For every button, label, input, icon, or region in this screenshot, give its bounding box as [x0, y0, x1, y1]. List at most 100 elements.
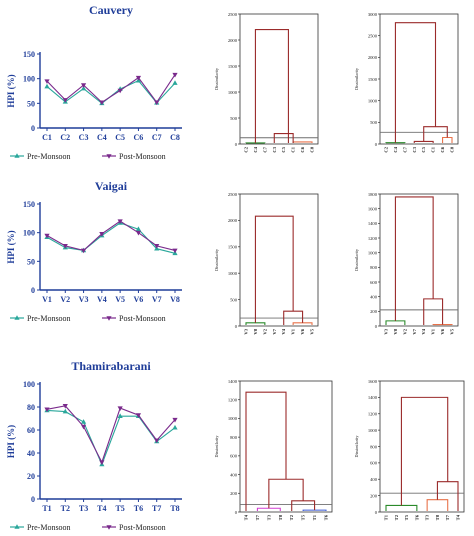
leaf-label: V4	[421, 328, 426, 334]
data-point	[136, 231, 141, 236]
x-tick-label: T4	[97, 504, 106, 513]
leaf-label: V3	[244, 328, 249, 334]
data-point	[99, 460, 104, 465]
y-tick-label: 1000	[228, 271, 238, 276]
leaf-label: T6	[324, 514, 329, 520]
x-tick-label: V8	[170, 295, 180, 304]
y-tick-label: 600	[230, 454, 238, 459]
y-tick-label: 1200	[368, 412, 378, 417]
y-tick-label: 1000	[368, 428, 378, 433]
series-line-1	[47, 406, 175, 462]
leaf-label: C2	[244, 146, 249, 152]
y-tick-label: 1000	[228, 416, 238, 421]
leaf-label: C6	[440, 146, 445, 152]
leaf-label: C7	[402, 146, 407, 152]
y-tick-label: 0	[31, 495, 35, 504]
x-tick-label: T7	[152, 504, 161, 513]
series-line-0	[47, 410, 175, 464]
leaf-label: C2	[384, 146, 389, 152]
y-tick-label: 0	[31, 286, 35, 295]
x-tick-label: T6	[134, 504, 143, 513]
leaf-label: V5	[310, 328, 315, 334]
leaf-label: C5	[421, 146, 426, 152]
x-tick-label: C1	[42, 133, 52, 142]
y-axis-label: Dissimilarity	[354, 67, 359, 90]
leaf-label: T3	[266, 514, 271, 520]
y-tick-label: 100	[23, 229, 35, 238]
y-tick-label: 50	[27, 257, 35, 266]
y-tick-label: 2000	[368, 55, 378, 60]
leaf-label: T7	[255, 514, 260, 520]
y-tick-label: 600	[370, 280, 378, 285]
x-tick-label: V5	[115, 295, 125, 304]
y-tick-label: 1000	[368, 98, 378, 103]
dendrogram-link	[269, 479, 303, 508]
y-tick-label: 0	[31, 124, 35, 133]
plot-frame	[380, 381, 464, 512]
y-tick-label: 200	[370, 309, 378, 314]
x-tick-label: T1	[42, 504, 51, 513]
y-tick-label: 100	[23, 380, 35, 389]
leaf-label: C8	[450, 146, 455, 152]
y-tick-label: 1400	[368, 221, 378, 226]
x-tick-label: T3	[79, 504, 88, 513]
dendrogram-link	[395, 197, 433, 321]
leaf-label: V5	[450, 328, 455, 334]
y-tick-label: 1000	[368, 250, 378, 255]
leaf-label: V8	[253, 328, 258, 334]
y-axis-label: HPI (%)	[6, 74, 16, 107]
y-tick-label: 2500	[228, 12, 238, 17]
y-tick-label: 500	[230, 116, 238, 121]
leaf-label: T1	[384, 514, 389, 520]
legend-label: Pre-Monsoon	[27, 152, 71, 161]
leaf-label: T2	[289, 514, 294, 520]
y-axis-label: Dissimilarity	[354, 435, 359, 458]
y-tick-label: 1500	[368, 77, 378, 82]
leaf-label: C3	[272, 146, 277, 152]
y-tick-label: 1400	[368, 395, 378, 400]
plot-frame	[380, 14, 458, 144]
y-tick-label: 200	[230, 491, 238, 496]
y-tick-label: 200	[370, 493, 378, 498]
dendrogram-link	[424, 299, 443, 325]
dendrogram-link	[424, 127, 448, 142]
dendrogram-link	[257, 508, 280, 511]
leaf-label: V8	[393, 328, 398, 334]
y-tick-label: 0	[375, 142, 378, 147]
y-axis-label: Dissimilarity	[214, 248, 219, 271]
x-tick-label: C2	[60, 133, 70, 142]
x-tick-label: V6	[134, 295, 144, 304]
leaf-label: C8	[310, 146, 315, 152]
leaf-label: V6	[440, 328, 445, 334]
y-tick-label: 400	[230, 472, 238, 477]
legend-label: Post-Monsoon	[119, 314, 166, 323]
leaf-label: T8	[435, 514, 440, 520]
dendrogram-link	[293, 323, 312, 325]
leaf-label: V1	[431, 328, 436, 334]
dendrogram-link	[395, 23, 435, 143]
x-tick-label: C5	[115, 133, 125, 142]
dendrogram-link	[246, 392, 286, 511]
dendrogram-link	[401, 397, 447, 505]
y-tick-label: 0	[235, 324, 238, 329]
chart-title: Vaigai	[95, 179, 128, 193]
y-tick-label: 100	[23, 75, 35, 84]
x-tick-label: T2	[61, 504, 70, 513]
y-tick-label: 20	[27, 472, 35, 481]
x-tick-label: V3	[79, 295, 89, 304]
leaf-label: T4	[244, 514, 249, 520]
y-axis-label: HPI (%)	[6, 425, 16, 458]
y-tick-label: 2500	[368, 33, 378, 38]
y-tick-label: 150	[23, 50, 35, 59]
leaf-label: T5	[301, 514, 306, 520]
y-tick-label: 600	[370, 461, 378, 466]
y-tick-label: 1500	[228, 64, 238, 69]
leaf-label: C4	[393, 146, 398, 152]
leaf-label: T7	[445, 514, 450, 520]
